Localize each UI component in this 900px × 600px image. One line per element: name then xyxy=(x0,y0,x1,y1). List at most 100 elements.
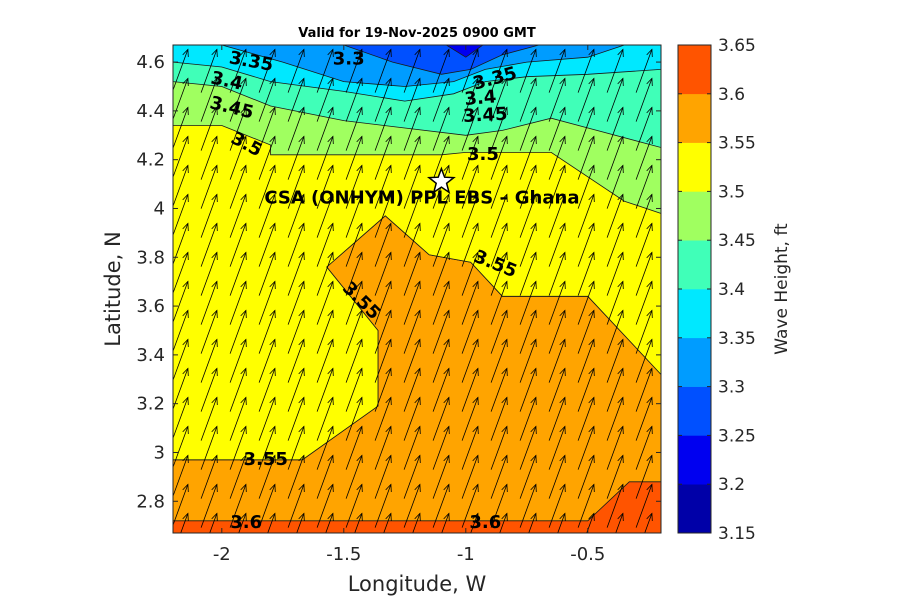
arrow-icon xyxy=(548,280,566,325)
arrow-icon xyxy=(374,309,392,354)
arrow-icon xyxy=(374,251,392,296)
arrow-icon xyxy=(258,280,276,325)
x-tick-label: -2 xyxy=(213,544,231,565)
arrow-icon xyxy=(528,512,537,533)
arrow-icon xyxy=(461,48,479,93)
contour-label: 3.5 xyxy=(467,144,499,165)
arrow-icon xyxy=(200,48,218,93)
arrow-icon xyxy=(519,338,537,383)
arrow-icon xyxy=(173,367,189,411)
arrow-icon xyxy=(403,338,421,383)
arrow-icon xyxy=(577,135,595,180)
arrow-icon xyxy=(432,135,450,180)
arrow-icon xyxy=(577,483,595,528)
arrow-icon xyxy=(200,135,218,180)
arrow-icon xyxy=(258,222,276,267)
arrow-icon xyxy=(374,367,392,412)
arrow-icon xyxy=(548,251,566,296)
arrow-icon xyxy=(490,454,508,499)
arrow-icon xyxy=(287,222,305,267)
arrow-icon xyxy=(316,222,334,267)
arrow-icon xyxy=(200,425,218,470)
arrow-icon xyxy=(229,251,247,296)
contour-label: 3.3 xyxy=(333,49,365,70)
arrow-icon xyxy=(287,338,305,383)
arrow-icon xyxy=(287,193,305,238)
arrow-icon xyxy=(490,193,508,238)
arrow-icon xyxy=(383,512,392,533)
x-tick-label: -1.5 xyxy=(326,544,361,565)
arrow-icon xyxy=(287,251,305,296)
arrow-icon xyxy=(258,396,276,441)
arrow-icon xyxy=(316,135,334,180)
y-axis-label: Latitude, N xyxy=(101,231,125,347)
arrow-icon xyxy=(635,222,653,267)
x-tick-label: -0.5 xyxy=(570,544,605,565)
colorbar-label: Wave Height, ft xyxy=(772,223,792,355)
arrow-icon xyxy=(490,483,508,528)
arrow-icon xyxy=(316,280,334,325)
arrow-icon xyxy=(490,425,508,470)
arrow-icon xyxy=(432,483,450,528)
arrow-icon xyxy=(316,338,334,383)
arrow-icon xyxy=(432,280,450,325)
arrow-icon xyxy=(606,222,624,267)
arrow-icon xyxy=(432,251,450,296)
arrow-icon xyxy=(519,396,537,441)
arrow-icon xyxy=(432,396,450,441)
arrow-icon xyxy=(287,367,305,412)
y-tick-label: 4.6 xyxy=(136,52,165,73)
arrow-icon xyxy=(173,135,189,179)
arrow-icon xyxy=(403,222,421,267)
arrow-icon xyxy=(403,106,421,151)
arrow-icon xyxy=(200,396,218,441)
arrow-icon xyxy=(287,135,305,180)
arrow-icon xyxy=(374,48,392,93)
colorbar-tick-label: 3.3 xyxy=(718,378,745,398)
wave-direction-arrows xyxy=(173,48,653,533)
arrow-icon xyxy=(432,106,450,151)
arrow-icon xyxy=(345,77,363,122)
arrow-icon xyxy=(635,280,653,325)
arrow-icon xyxy=(258,106,276,151)
colorbar-segment xyxy=(678,240,711,290)
arrow-icon xyxy=(519,280,537,325)
arrow-icon xyxy=(635,106,653,151)
contour-region-3.6 xyxy=(173,481,661,533)
arrow-icon xyxy=(238,512,247,533)
arrow-icon xyxy=(403,280,421,325)
arrow-icon xyxy=(229,193,247,238)
arrow-icon xyxy=(345,309,363,354)
arrow-icon xyxy=(403,77,421,122)
x-axis-ticks: -2 -1.5 -1 -0.5 xyxy=(213,45,605,565)
arrow-icon xyxy=(461,483,479,528)
y-tick-label: 3.4 xyxy=(136,345,165,366)
arrow-icon xyxy=(267,512,276,533)
arrow-icon xyxy=(548,367,566,412)
colorbar-tick-label: 3.2 xyxy=(718,475,745,495)
y-tick-label: 3 xyxy=(154,442,165,463)
arrow-icon xyxy=(519,77,537,122)
arrow-icon xyxy=(374,454,392,499)
colorbar-tick-label: 3.65 xyxy=(718,36,756,56)
arrow-icon xyxy=(403,164,421,209)
arrow-icon xyxy=(374,164,392,209)
arrow-icon xyxy=(374,77,392,122)
colorbar-tick-label: 3.15 xyxy=(718,524,756,544)
arrow-icon xyxy=(490,106,508,151)
arrow-icon xyxy=(461,367,479,412)
arrow-icon xyxy=(345,396,363,441)
arrow-icon xyxy=(461,454,479,499)
arrow-icon xyxy=(577,222,595,267)
arrow-icon xyxy=(173,338,189,382)
arrow-icon xyxy=(548,48,566,93)
arrow-icon xyxy=(519,135,537,180)
arrow-icon xyxy=(432,222,450,267)
arrow-icon xyxy=(287,483,305,528)
colorbar-segment xyxy=(678,93,711,143)
arrow-icon xyxy=(325,512,334,533)
arrow-icon xyxy=(229,425,247,470)
contour-label: 3.4 xyxy=(464,86,498,110)
arrow-icon xyxy=(258,251,276,296)
arrow-icon xyxy=(644,512,653,533)
